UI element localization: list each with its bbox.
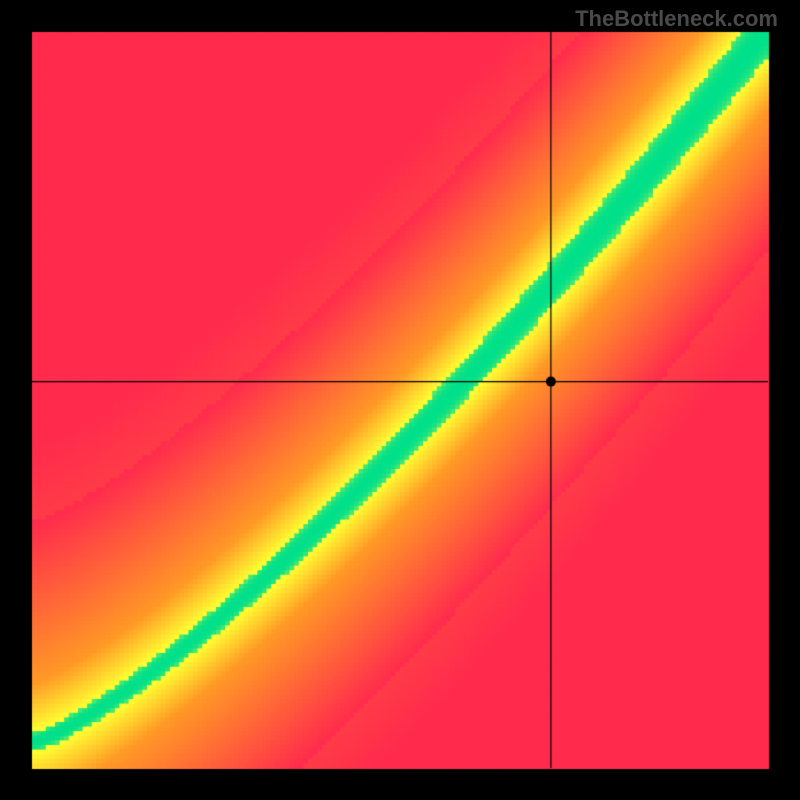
bottleneck-heatmap: [0, 0, 800, 800]
watermark-text: TheBottleneck.com: [575, 6, 778, 32]
chart-container: TheBottleneck.com: [0, 0, 800, 800]
